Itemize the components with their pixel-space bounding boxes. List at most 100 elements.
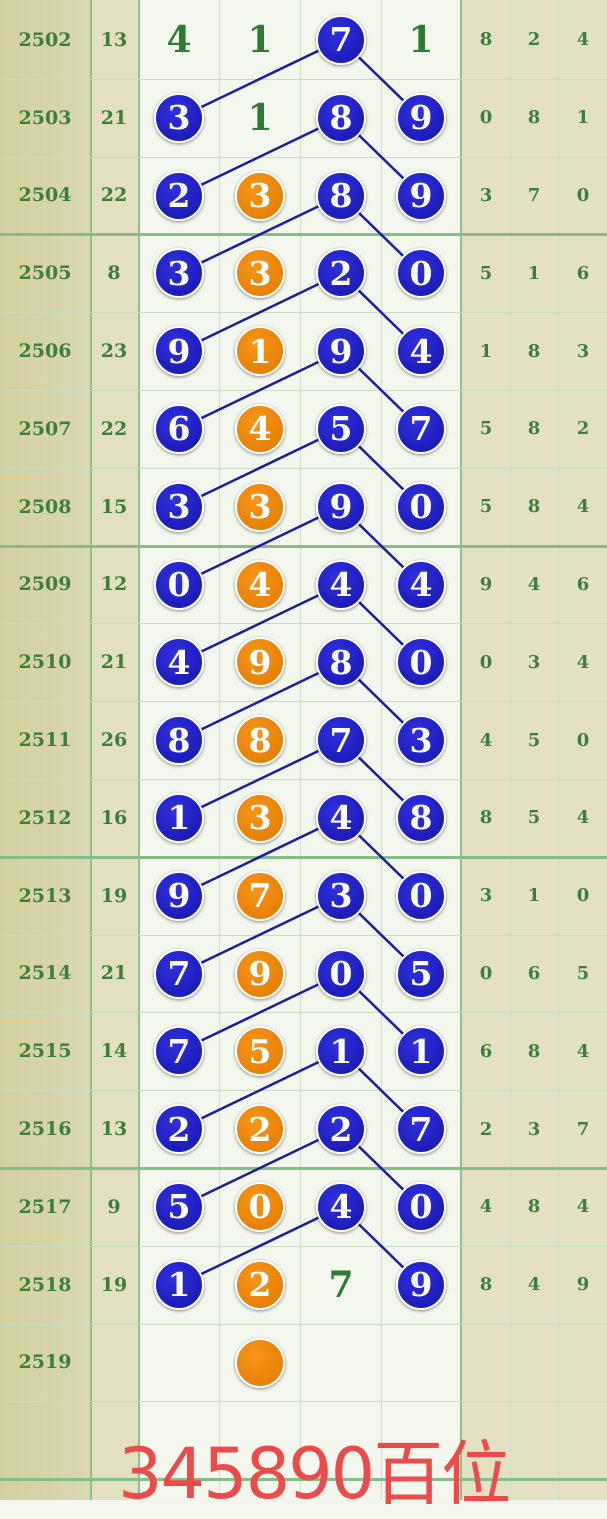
blue-ball: 8 — [396, 792, 446, 843]
side-value: 9 — [479, 573, 493, 595]
issue-number: 2513 — [18, 884, 72, 907]
grid-line — [0, 467, 607, 469]
issue-number: 2506 — [18, 340, 72, 363]
side-value: 0 — [479, 107, 493, 129]
side-value: 1 — [576, 107, 590, 129]
trend-line — [178, 349, 342, 431]
sum-value: 13 — [100, 28, 128, 51]
blue-ball: 7 — [396, 1104, 446, 1155]
side-value: 4 — [576, 29, 590, 51]
trend-line — [178, 583, 342, 664]
side-value: 8 — [479, 29, 493, 51]
issue-number: 2517 — [18, 1195, 72, 1218]
trend-line — [178, 738, 342, 820]
side-value: 8 — [527, 340, 541, 362]
blue-ball: 0 — [396, 870, 446, 921]
issue-number: 2509 — [18, 573, 72, 596]
blue-ball: 8 — [316, 92, 366, 143]
side-value: 5 — [527, 729, 541, 751]
side-value: 5 — [576, 962, 590, 984]
side-value: 3 — [527, 1118, 541, 1140]
issue-number: 2519 — [18, 1351, 72, 1374]
side-value: 6 — [576, 573, 590, 595]
orange-ball: 3 — [235, 792, 285, 843]
blue-ball: 3 — [154, 92, 204, 143]
grid-line — [138, 0, 140, 1500]
side-value: 2 — [479, 1118, 493, 1140]
orange-ball — [235, 1337, 285, 1388]
issue-number: 2515 — [18, 1040, 72, 1063]
side-value: 8 — [479, 1274, 493, 1296]
side-value: 8 — [527, 418, 541, 440]
blue-ball: 6 — [154, 403, 204, 454]
trend-line — [178, 816, 342, 897]
trend-line — [178, 38, 342, 119]
grid-line — [0, 233, 607, 237]
trend-line — [178, 427, 342, 508]
grid-line — [0, 1167, 607, 1170]
blue-ball: 1 — [396, 1026, 446, 1077]
sum-column — [90, 0, 138, 1500]
issue-number: 2518 — [18, 1273, 72, 1296]
side-value: 1 — [479, 340, 493, 362]
side-value: 8 — [527, 107, 541, 129]
grid-line — [510, 0, 511, 1500]
grid-line — [0, 1012, 607, 1014]
sum-value: 15 — [100, 495, 128, 518]
sum-value: 23 — [100, 340, 128, 363]
sum-value: 12 — [100, 573, 128, 596]
grid-line — [0, 312, 607, 314]
blue-ball: 8 — [154, 715, 204, 766]
side-value: 4 — [576, 651, 590, 673]
blue-ball: 3 — [154, 481, 204, 532]
orange-ball: 3 — [235, 170, 285, 221]
orange-ball: 4 — [235, 559, 285, 610]
orange-ball: 5 — [235, 1026, 285, 1077]
side-value — [462, 1324, 510, 1402]
digit-plain: 1 — [247, 96, 273, 139]
digit-plain: 1 — [408, 18, 434, 61]
side-value: 1 — [527, 885, 541, 907]
sum-value: 19 — [100, 884, 128, 907]
grid-line — [0, 855, 607, 859]
side-value: 3 — [479, 885, 493, 907]
grid-line — [0, 1478, 607, 1482]
overlay-caption: 345890百位 — [118, 1433, 511, 1515]
blue-ball: 1 — [154, 1259, 204, 1310]
side-value: 2 — [527, 29, 541, 51]
grid-line — [0, 1401, 607, 1403]
side-value: 3 — [479, 184, 493, 206]
issue-number: 2514 — [18, 962, 72, 985]
side-value: 7 — [527, 184, 541, 206]
blue-ball: 3 — [316, 870, 366, 921]
blue-ball: 3 — [154, 248, 204, 299]
blue-ball: 2 — [316, 248, 366, 299]
trend-line — [178, 505, 342, 586]
blue-ball: 1 — [154, 792, 204, 843]
trend-line — [178, 116, 342, 197]
side-value: 1 — [527, 262, 541, 284]
orange-ball: 9 — [235, 637, 285, 688]
blue-ball: 0 — [396, 481, 446, 532]
blue-ball: 7 — [396, 403, 446, 454]
side-value: 5 — [479, 418, 493, 440]
issue-number: 2511 — [18, 729, 72, 752]
blue-ball: 8 — [316, 170, 366, 221]
blue-ball: 0 — [396, 1181, 446, 1232]
digit-plain: 7 — [328, 1263, 354, 1306]
trend-line — [178, 272, 342, 353]
orange-ball: 8 — [235, 715, 285, 766]
issue-number: 2505 — [18, 262, 72, 285]
blue-ball: 0 — [396, 637, 446, 688]
side-value: 8 — [527, 1196, 541, 1218]
sum-value: 22 — [100, 184, 128, 207]
side-value: 4 — [527, 1274, 541, 1296]
orange-ball: 3 — [235, 248, 285, 299]
orange-ball: 1 — [235, 326, 285, 377]
orange-ball: 9 — [235, 948, 285, 999]
side-value: 4 — [479, 729, 493, 751]
issue-number: 2503 — [18, 106, 72, 129]
side-value: 7 — [576, 1118, 590, 1140]
grid-line — [90, 0, 92, 1500]
trend-line — [178, 894, 342, 975]
